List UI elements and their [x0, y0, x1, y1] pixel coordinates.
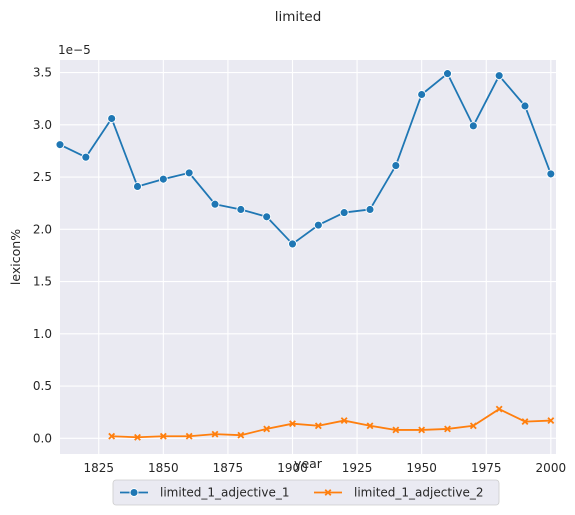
data-point: [339, 208, 349, 218]
y-tick-label: 2.0: [33, 222, 52, 236]
data-point: [469, 422, 477, 430]
data-point: [184, 168, 194, 178]
legend-items: limited_1_adjective_1 limited_1_adjective…: [120, 486, 483, 500]
data-point: [547, 417, 555, 424]
legend-item: limited_1_adjective_1: [120, 486, 289, 500]
data-point: [263, 425, 271, 433]
legend-item: limited_1_adjective_2: [314, 486, 483, 500]
legend-label: limited_1_adjective_2: [354, 486, 483, 500]
data-point: [185, 432, 193, 440]
series-layer: [55, 69, 556, 441]
y-offset-label: 1e−5: [58, 43, 91, 57]
data-point: [108, 432, 116, 440]
y-tick-label: 3.0: [33, 118, 52, 132]
data-point: [134, 433, 141, 441]
data-point: [314, 422, 322, 430]
y-tick-label: 1.0: [33, 327, 52, 341]
series-line: [111, 408, 551, 439]
data-point: [443, 69, 452, 79]
legend: limited_1_adjective_1 limited_1_adjective…: [112, 479, 500, 506]
y-tick-label: 2.5: [33, 170, 52, 184]
grid: [60, 60, 556, 454]
data-point: [211, 430, 219, 438]
y-tick-label: 0.5: [33, 379, 52, 393]
data-point: [107, 114, 117, 123]
data-point: [288, 239, 297, 249]
data-point: [365, 204, 375, 214]
data-point: [55, 140, 65, 150]
x-tick-label: 2000: [536, 461, 567, 475]
y-tick-label: 3.5: [33, 66, 52, 80]
y-tick-label: 0.0: [33, 431, 52, 445]
data-point: [418, 426, 426, 434]
data-point: [495, 405, 503, 413]
data-point: [313, 220, 323, 230]
data-point: [81, 152, 91, 162]
y-tick-label: 1.5: [33, 275, 52, 289]
chart-title: limited: [275, 9, 322, 25]
data-point: [340, 417, 348, 424]
data-point: [237, 431, 245, 439]
legend-marker: [324, 489, 332, 496]
data-point: [158, 174, 168, 184]
series-line: [59, 72, 552, 245]
series-limited_1_adjective_1: [55, 69, 556, 249]
x-tick-label: 1875: [213, 461, 244, 475]
data-point: [417, 90, 427, 99]
data-point: [159, 432, 167, 440]
data-point: [444, 425, 451, 433]
x-tick-label: 1825: [83, 461, 114, 475]
plot-background: [60, 60, 556, 454]
data-point: [521, 418, 529, 426]
x-axis-ticks: 1825 1850 1875 1900 1925 1950 1975 2000: [83, 461, 566, 475]
data-point: [546, 169, 556, 179]
data-point: [210, 199, 220, 209]
legend-marker: [129, 488, 139, 497]
data-point: [133, 182, 142, 191]
data-point: [392, 426, 400, 434]
x-tick-label: 1950: [406, 461, 437, 475]
series-limited_1_adjective_2: [108, 405, 555, 441]
x-tick-label: 1900: [277, 461, 308, 475]
x-tick-label: 1925: [342, 461, 373, 475]
data-point: [366, 422, 374, 430]
data-point: [468, 121, 478, 131]
data-point: [262, 212, 272, 222]
x-tick-label: 1850: [148, 461, 179, 475]
x-axis-label: year: [294, 456, 323, 471]
legend-label: limited_1_adjective_1: [160, 486, 289, 500]
x-tick-label: 1975: [471, 461, 502, 475]
data-point: [520, 101, 530, 111]
y-axis-ticks: 0.0 0.5 1.0 1.5 2.0 2.5 3.0 3.5: [33, 66, 52, 446]
data-point: [289, 420, 296, 428]
data-point: [391, 161, 401, 171]
data-point: [494, 71, 504, 81]
legend-box: [112, 479, 500, 506]
y-axis-label: lexicon%: [8, 229, 23, 285]
data-point: [236, 204, 246, 214]
